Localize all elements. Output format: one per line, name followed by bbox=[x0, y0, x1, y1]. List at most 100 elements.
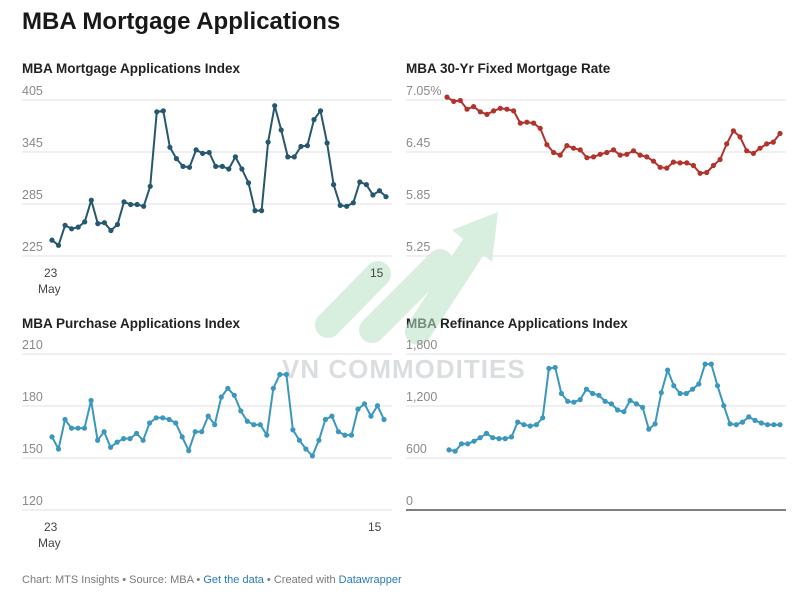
data-point bbox=[296, 437, 302, 443]
data-point bbox=[771, 422, 777, 428]
data-point bbox=[717, 156, 723, 163]
data-point bbox=[62, 416, 68, 423]
series-line bbox=[446, 96, 781, 175]
data-point bbox=[62, 222, 68, 228]
data-point bbox=[471, 438, 477, 444]
footer: Chart: MTS Insights • Source: MBA • Get … bbox=[22, 574, 402, 586]
data-point bbox=[173, 156, 179, 162]
data-point bbox=[55, 446, 62, 452]
datawrapper-link[interactable]: Datawrapper bbox=[338, 574, 402, 586]
y-tick-label: 6.45 bbox=[406, 136, 430, 150]
data-point bbox=[558, 390, 565, 397]
data-point bbox=[590, 154, 597, 160]
chart-panel-1: 7.05% 6.45 5.85 5.25 bbox=[406, 84, 786, 257]
data-point bbox=[477, 109, 483, 115]
data-point bbox=[733, 422, 739, 428]
y-tick-label: 600 bbox=[406, 442, 427, 456]
data-point bbox=[88, 197, 94, 203]
data-point bbox=[134, 430, 140, 436]
x-tick-label-start: 23 bbox=[44, 266, 58, 280]
get-the-data-link[interactable]: Get the data bbox=[203, 574, 264, 586]
data-point bbox=[239, 166, 245, 172]
data-point bbox=[278, 127, 284, 133]
y-tick-label: 7.05% bbox=[406, 84, 441, 98]
y-tick-label: 285 bbox=[22, 188, 43, 202]
data-point bbox=[322, 416, 328, 423]
data-point bbox=[524, 119, 530, 125]
data-point bbox=[597, 151, 603, 157]
data-point bbox=[329, 413, 335, 419]
data-point bbox=[283, 371, 289, 378]
data-point bbox=[510, 108, 517, 114]
data-point bbox=[537, 125, 543, 131]
data-point bbox=[677, 390, 683, 397]
data-point bbox=[533, 422, 540, 428]
data-point bbox=[583, 386, 590, 392]
data-point bbox=[231, 392, 237, 398]
data-point bbox=[646, 426, 652, 432]
data-point bbox=[252, 208, 258, 214]
data-point bbox=[199, 429, 205, 435]
data-point bbox=[658, 390, 664, 396]
data-point bbox=[777, 130, 783, 137]
data-point bbox=[677, 160, 683, 166]
data-point bbox=[376, 188, 383, 194]
data-point bbox=[108, 227, 114, 234]
y-tick-label: 1,800 bbox=[406, 338, 437, 352]
data-point bbox=[457, 97, 463, 104]
data-point bbox=[757, 145, 763, 151]
data-point bbox=[546, 365, 552, 371]
data-point bbox=[238, 408, 244, 414]
data-point bbox=[244, 418, 250, 424]
data-point bbox=[621, 409, 627, 415]
data-point bbox=[200, 150, 206, 156]
data-point bbox=[730, 128, 737, 134]
x-tick-label-month: May bbox=[38, 282, 61, 296]
data-point bbox=[758, 420, 764, 426]
page-title: MBA Mortgage Applications bbox=[22, 8, 341, 35]
data-point bbox=[245, 180, 252, 186]
data-point bbox=[147, 420, 153, 426]
data-point bbox=[515, 419, 521, 425]
footer-middle: • Created with bbox=[263, 574, 339, 586]
data-point bbox=[490, 435, 496, 441]
data-point bbox=[55, 242, 62, 248]
data-point bbox=[192, 429, 198, 435]
data-point bbox=[193, 147, 199, 153]
data-point bbox=[134, 201, 140, 208]
data-point bbox=[265, 139, 271, 145]
data-point bbox=[114, 221, 121, 228]
x-tick-label-month: May bbox=[38, 536, 61, 550]
data-point bbox=[657, 164, 663, 170]
data-point bbox=[540, 415, 546, 421]
data-point bbox=[491, 108, 497, 114]
data-point bbox=[335, 429, 341, 435]
chart-title-applications-index: MBA Mortgage Applications Index bbox=[22, 61, 241, 76]
data-point bbox=[82, 219, 88, 225]
data-point bbox=[147, 183, 153, 189]
data-point bbox=[206, 149, 212, 156]
data-point bbox=[596, 392, 602, 398]
data-point bbox=[465, 441, 471, 447]
data-point bbox=[95, 437, 101, 443]
data-point bbox=[108, 444, 114, 450]
chart-panel-3: 1,800 1,200 600 0 bbox=[406, 338, 786, 511]
data-point bbox=[317, 108, 324, 114]
data-point bbox=[752, 417, 758, 423]
data-point bbox=[290, 427, 296, 433]
data-point bbox=[477, 435, 483, 441]
data-point bbox=[690, 386, 696, 392]
data-point bbox=[764, 141, 770, 147]
data-point bbox=[577, 147, 583, 153]
footer-prefix: Chart: MTS Insights • Source: MBA • bbox=[22, 574, 204, 586]
data-point bbox=[664, 165, 670, 171]
data-point bbox=[633, 401, 640, 407]
data-point bbox=[684, 160, 690, 166]
data-point bbox=[444, 94, 450, 100]
data-point bbox=[670, 159, 677, 165]
data-point bbox=[363, 182, 369, 188]
data-point bbox=[272, 103, 278, 109]
data-point bbox=[750, 150, 757, 156]
data-point bbox=[464, 106, 470, 112]
